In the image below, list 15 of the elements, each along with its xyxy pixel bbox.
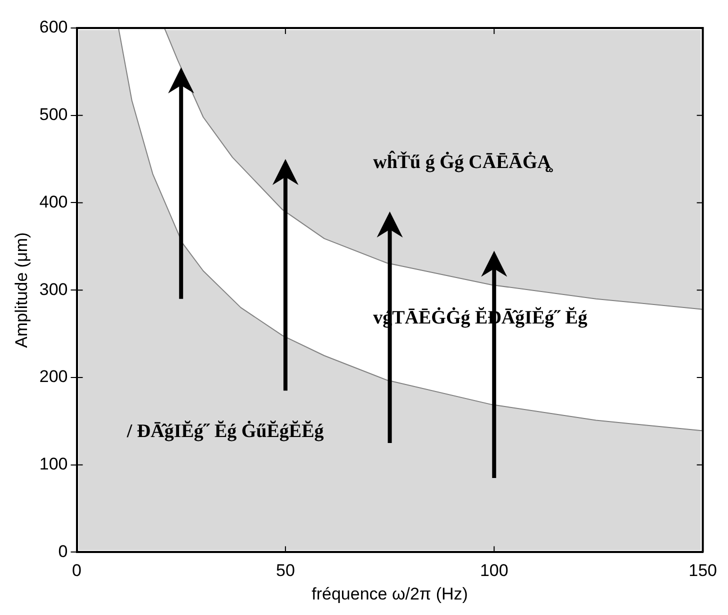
annotation: wĥŤű ǵ Ġǵ CĀĒĀĠĄ̥ (373, 150, 553, 173)
y-tick-label: 200 (39, 367, 68, 386)
x-tick-label: 0 (72, 561, 82, 580)
y-tick-label: 0 (58, 542, 68, 561)
x-tick-label: 150 (688, 561, 718, 580)
x-tick-label: 100 (480, 561, 508, 580)
y-tick-label: 100 (39, 454, 68, 474)
annotation: / ĐĀ̂ǵIĔǵ˝ Ĕǵ ĠűĔǵĔĔǵ (126, 420, 324, 442)
x-tick-label: 50 (276, 561, 295, 580)
x-axis-title: fréquence ω/2π (Hz) (312, 584, 468, 604)
y-axis-title: Amplitude (μm) (12, 232, 31, 348)
y-tick-label: 600 (39, 18, 68, 37)
y-tick-label: 400 (39, 192, 68, 212)
y-tick-label: 300 (39, 280, 68, 299)
y-tick-label: 500 (39, 105, 68, 124)
